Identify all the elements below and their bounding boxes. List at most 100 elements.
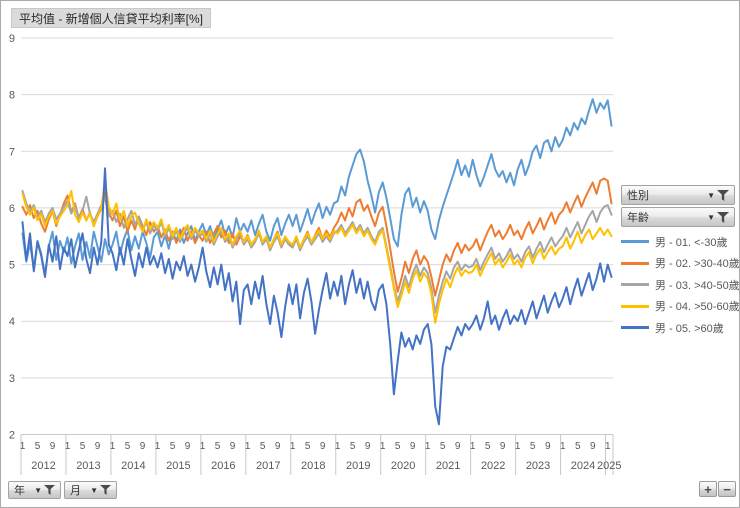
year-tick-label: 2012 bbox=[31, 460, 55, 472]
age-filter-label: 年齡 bbox=[627, 212, 649, 224]
collapse-field-button[interactable]: − bbox=[718, 481, 736, 497]
y-axis-tick-label: 4 bbox=[9, 316, 15, 328]
year-tick-label: 2019 bbox=[346, 460, 370, 472]
legend-item: 男 - 03. >40-50歲 bbox=[621, 274, 739, 296]
year-tick-label: 2022 bbox=[481, 460, 505, 472]
month-tick-label: 1 bbox=[470, 441, 476, 452]
month-field-label: 月 bbox=[70, 485, 81, 497]
year-tick-label: 2021 bbox=[436, 460, 460, 472]
legend-swatch bbox=[621, 283, 649, 287]
year-tick-label: 2024 bbox=[571, 460, 595, 472]
y-axis-tick-label: 2 bbox=[9, 430, 15, 442]
month-tick-label: 1 bbox=[20, 441, 26, 452]
month-tick-label: 9 bbox=[275, 441, 281, 452]
year-tick-label: 2023 bbox=[526, 460, 550, 472]
month-tick-label: 1 bbox=[605, 441, 611, 452]
year-tick-label: 2016 bbox=[211, 460, 235, 472]
legend-label: 男 - 03. >40-50歲 bbox=[655, 279, 740, 292]
month-tick-label: 1 bbox=[515, 441, 521, 452]
month-tick-label: 1 bbox=[245, 441, 251, 452]
legend-swatch bbox=[621, 240, 649, 244]
expand-field-button[interactable]: + bbox=[699, 481, 717, 497]
chevron-down-icon: ▼ bbox=[34, 486, 42, 495]
year-field-label: 年 bbox=[14, 485, 25, 497]
chart-legend: 男 - 01. <-30歲 男 - 02. >30-40歲 男 - 03. >4… bbox=[621, 231, 739, 339]
funnel-icon bbox=[717, 211, 729, 223]
month-tick-label: 5 bbox=[35, 441, 41, 452]
month-tick-label: 5 bbox=[215, 441, 221, 452]
year-tick-label: 2025 bbox=[597, 460, 621, 472]
legend-swatch bbox=[621, 304, 649, 308]
gender-filter-label: 性別 bbox=[627, 190, 649, 202]
y-axis-tick-label: 9 bbox=[9, 33, 15, 45]
month-tick-label: 9 bbox=[95, 441, 101, 452]
month-tick-label: 5 bbox=[170, 441, 176, 452]
month-tick-label: 9 bbox=[185, 441, 191, 452]
legend-label: 男 - 04. >50-60歲 bbox=[655, 301, 740, 314]
month-tick-label: 5 bbox=[575, 441, 581, 452]
legend-item: 男 - 01. <-30歲 bbox=[621, 231, 739, 253]
chevron-down-icon: ▼ bbox=[707, 213, 715, 222]
age-filter-button[interactable]: 年齡 ▼ bbox=[621, 207, 735, 227]
month-tick-label: 1 bbox=[560, 441, 566, 452]
month-tick-label: 9 bbox=[230, 441, 236, 452]
y-axis-tick-label: 8 bbox=[9, 90, 15, 102]
legend-item: 男 - 05. >60歲 bbox=[621, 317, 739, 339]
year-tick-label: 2020 bbox=[391, 460, 415, 472]
month-tick-label: 9 bbox=[365, 441, 371, 452]
month-tick-label: 9 bbox=[410, 441, 416, 452]
month-tick-label: 1 bbox=[200, 441, 206, 452]
month-tick-label: 1 bbox=[290, 441, 296, 452]
series-line-4 bbox=[21, 179, 613, 324]
month-tick-label: 9 bbox=[500, 441, 506, 452]
month-tick-label: 9 bbox=[320, 441, 326, 452]
month-tick-label: 5 bbox=[395, 441, 401, 452]
month-tick-label: 5 bbox=[440, 441, 446, 452]
legend-swatch bbox=[621, 261, 649, 265]
legend-label: 男 - 01. <-30歲 bbox=[655, 236, 728, 249]
gender-filter-button[interactable]: 性別 ▼ bbox=[621, 185, 735, 205]
year-tick-label: 2014 bbox=[121, 460, 145, 472]
month-tick-label: 5 bbox=[350, 441, 356, 452]
month-tick-label: 1 bbox=[425, 441, 431, 452]
chevron-down-icon: ▼ bbox=[90, 486, 98, 495]
chevron-down-icon: ▼ bbox=[707, 191, 715, 200]
month-tick-label: 5 bbox=[80, 441, 86, 452]
series-line-3 bbox=[21, 189, 613, 314]
chart-title-field-button[interactable]: 平均值 - 新增個人信貸平均利率[%] bbox=[11, 8, 212, 28]
funnel-icon bbox=[717, 189, 729, 201]
month-tick-label: 5 bbox=[530, 441, 536, 452]
legend-swatch bbox=[621, 326, 649, 330]
month-tick-label: 9 bbox=[545, 441, 551, 452]
month-tick-label: 9 bbox=[140, 441, 146, 452]
month-tick-label: 9 bbox=[50, 441, 56, 452]
month-tick-label: 1 bbox=[335, 441, 341, 452]
y-axis-tick-label: 3 bbox=[9, 373, 15, 385]
funnel-icon bbox=[100, 485, 111, 495]
year-tick-label: 2017 bbox=[256, 460, 280, 472]
month-tick-label: 1 bbox=[155, 441, 161, 452]
legend-label: 男 - 02. >30-40歲 bbox=[655, 258, 740, 271]
legend-item: 男 - 04. >50-60歲 bbox=[621, 296, 739, 318]
year-tick-label: 2018 bbox=[301, 460, 325, 472]
legend-item: 男 - 02. >30-40歲 bbox=[621, 253, 739, 275]
series-line-5 bbox=[21, 167, 613, 426]
funnel-icon bbox=[44, 485, 55, 495]
series-line-2 bbox=[21, 177, 613, 297]
y-axis-tick-label: 5 bbox=[9, 260, 15, 272]
year-tick-label: 2013 bbox=[76, 460, 100, 472]
y-axis-tick-label: 6 bbox=[9, 203, 15, 215]
month-tick-label: 5 bbox=[125, 441, 131, 452]
month-axis-field-button[interactable]: 月 ▼ bbox=[64, 481, 117, 499]
month-tick-label: 9 bbox=[590, 441, 596, 452]
month-tick-label: 1 bbox=[65, 441, 71, 452]
chart-title: 平均值 - 新增個人信貸平均利率[%] bbox=[19, 11, 204, 26]
month-tick-label: 1 bbox=[110, 441, 116, 452]
x-axis bbox=[20, 434, 614, 475]
month-tick-label: 9 bbox=[455, 441, 461, 452]
year-tick-label: 2015 bbox=[166, 460, 190, 472]
month-tick-label: 5 bbox=[485, 441, 491, 452]
year-axis-field-button[interactable]: 年 ▼ bbox=[8, 481, 61, 499]
